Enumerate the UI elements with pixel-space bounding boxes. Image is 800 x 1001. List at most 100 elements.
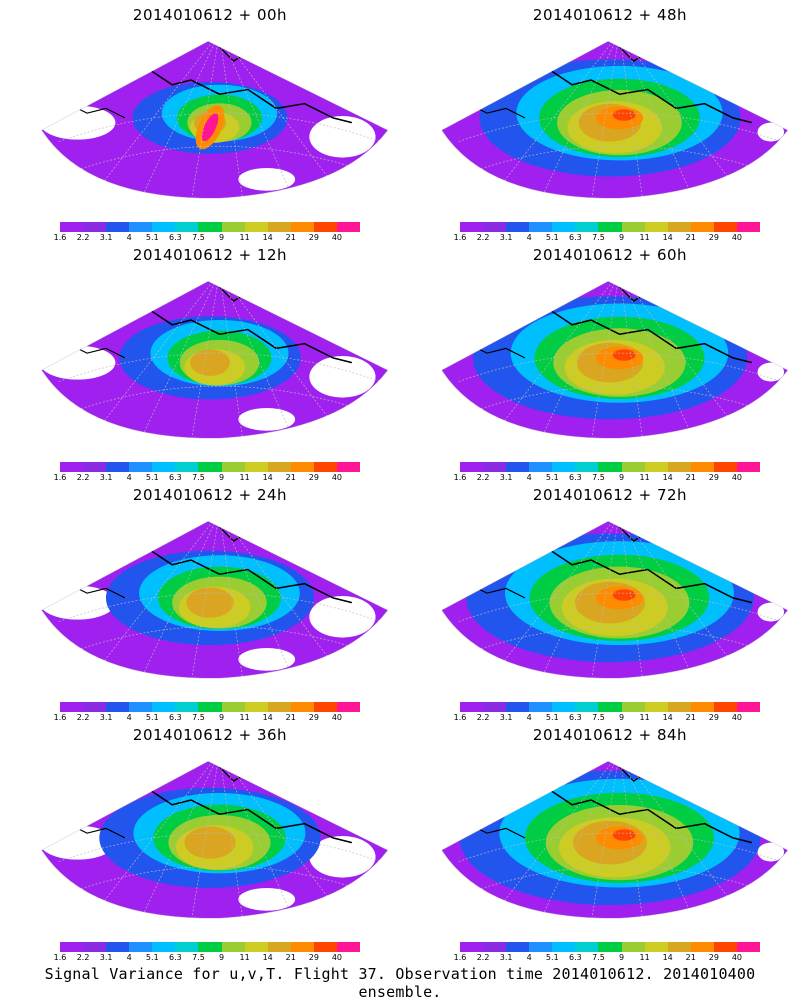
- colorbar-labels: 1.6 2.2 3.1 4 5.1 6.3 7.5 9 11 14 21 29 40: [454, 473, 760, 485]
- colorbar-segment: [129, 462, 153, 472]
- colorbar-label: 1.6: [53, 953, 67, 962]
- colorbar-label: 4: [526, 953, 532, 962]
- colorbar-labels: 1.6 2.2 3.1 4 5.1 6.3 7.5 9 11 14 21 29 40: [454, 233, 760, 245]
- colorbar-segment: [667, 702, 692, 712]
- colorbar-labels: 1.6 2.2 3.1 4 5.1 6.3 7.5 9 11 14 21 29 40: [54, 713, 360, 725]
- colorbar-label: 14: [662, 713, 673, 722]
- colorbar-segment: [129, 942, 153, 952]
- colorbar-segment: [290, 942, 315, 952]
- colorbar-label: 29: [308, 713, 319, 722]
- colorbar: [60, 222, 361, 232]
- colorbar-segment: [736, 702, 761, 712]
- colorbar-segment: [244, 702, 269, 712]
- colorbar-segment: [336, 462, 361, 472]
- variance-map: [441, 40, 789, 199]
- colorbar-segment: [83, 222, 107, 232]
- colorbar-label: 21: [685, 953, 696, 962]
- colorbar-label: 4: [126, 473, 132, 482]
- colorbar-segment: [483, 702, 507, 712]
- colorbar-segment: [152, 942, 176, 952]
- colorbar-segment: [290, 702, 315, 712]
- colorbar-label: 5.1: [145, 233, 159, 242]
- colorbar-label: 4: [126, 713, 132, 722]
- map-panel-24h: 2014010612 + 24h 1.6 2.2 3.1 4 5.1 6.3 7.5 9 11 14…: [20, 480, 400, 722]
- variance-map: [41, 520, 389, 679]
- colorbar-segment: [336, 222, 361, 232]
- colorbar-segment: [244, 222, 269, 232]
- colorbar-segment: [644, 702, 669, 712]
- colorbar-segment: [713, 702, 738, 712]
- colorbar-label: 2.2: [76, 473, 90, 482]
- colorbar-segment: [60, 222, 84, 232]
- map-panel-12h: 2014010612 + 12h 1.6 2.2 3.1 4 5.1 6.3 7.5 9 11 14…: [20, 240, 400, 482]
- colorbar-segment: [483, 942, 507, 952]
- colorbar-label: 9: [218, 713, 225, 722]
- colorbar-segment: [106, 222, 130, 232]
- colorbar-segment: [667, 222, 692, 232]
- colorbar-label: 29: [708, 713, 719, 722]
- colorbar-segment: [129, 702, 153, 712]
- colorbar-segment: [129, 222, 153, 232]
- colorbar-label: 9: [618, 713, 625, 722]
- colorbar-segment: [83, 462, 107, 472]
- colorbar-label: 40: [731, 953, 743, 962]
- colorbar-label: 40: [331, 233, 343, 242]
- colorbar-label: 21: [685, 233, 696, 242]
- colorbar-label: 40: [731, 473, 743, 482]
- colorbar-label: 2.2: [76, 233, 90, 242]
- colorbar-segment: [60, 702, 84, 712]
- colorbar-segment: [175, 462, 199, 472]
- colorbar-label: 14: [662, 233, 673, 242]
- colorbar-segment: [313, 222, 338, 232]
- colorbar-segment: [83, 942, 107, 952]
- variance-map: [441, 760, 789, 919]
- colorbar-segment: [529, 222, 553, 232]
- panel-title: 2014010612 + 72h: [532, 486, 688, 504]
- colorbar-label: 14: [262, 233, 273, 242]
- colorbar-segment: [460, 462, 484, 472]
- colorbar-segment: [575, 942, 599, 952]
- colorbar-segment: [713, 462, 738, 472]
- colorbar-segment: [313, 942, 338, 952]
- colorbar-label: 2.2: [76, 713, 90, 722]
- colorbar-segment: [313, 462, 338, 472]
- colorbar-label: 1.6: [453, 713, 467, 722]
- colorbar-label: 6.3: [169, 953, 182, 962]
- colorbar-segment: [152, 222, 176, 232]
- colorbar-label: 11: [639, 233, 650, 242]
- colorbar-label: 7.5: [592, 473, 605, 482]
- colorbar-segment: [552, 942, 576, 952]
- colorbar: [60, 462, 361, 472]
- colorbar-label: 1.6: [53, 713, 67, 722]
- variance-map: [41, 760, 389, 919]
- panel-title: 2014010612 + 84h: [532, 726, 688, 744]
- variance-map: [41, 40, 389, 199]
- colorbar-segment: [644, 462, 669, 472]
- colorbar-label: 29: [308, 233, 319, 242]
- colorbar: [460, 222, 761, 232]
- colorbar-segment: [690, 222, 715, 232]
- colorbar-segment: [506, 222, 530, 232]
- colorbar-label: 29: [308, 473, 319, 482]
- colorbar-label: 29: [708, 473, 719, 482]
- colorbar-label: 21: [685, 473, 696, 482]
- colorbar-label: 1.6: [453, 953, 467, 962]
- colorbar-segment: [598, 942, 623, 952]
- colorbar-label: 14: [262, 953, 273, 962]
- colorbar-label: 40: [331, 953, 343, 962]
- colorbar-label: 6.3: [569, 713, 582, 722]
- colorbar: [460, 942, 761, 952]
- panel-title: 2014010612 + 60h: [532, 246, 688, 264]
- colorbar-segment: [267, 942, 292, 952]
- colorbar-label: 40: [731, 713, 743, 722]
- colorbar-label: 9: [218, 953, 225, 962]
- colorbar-labels: 1.6 2.2 3.1 4 5.1 6.3 7.5 9 11 14 21 29 40: [54, 233, 360, 245]
- colorbar-label: 14: [262, 473, 273, 482]
- variance-map: [441, 280, 789, 439]
- colorbar-label: 11: [239, 233, 250, 242]
- colorbar-label: 9: [618, 233, 625, 242]
- colorbar-labels: 1.6 2.2 3.1 4 5.1 6.3 7.5 9 11 14 21 29 40: [54, 473, 360, 485]
- colorbar-label: 3.1: [99, 233, 113, 242]
- colorbar-segment: [690, 942, 715, 952]
- colorbar-segment: [483, 462, 507, 472]
